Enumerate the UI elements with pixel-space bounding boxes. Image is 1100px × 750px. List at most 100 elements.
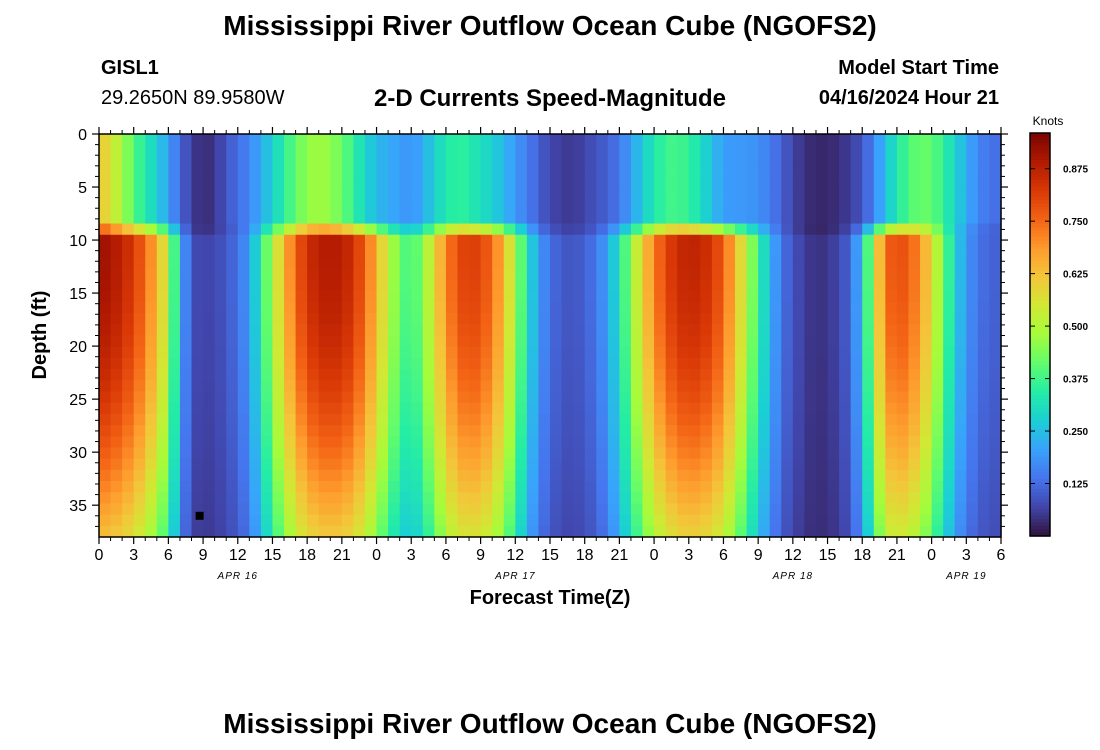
heatmap-cell <box>179 279 193 292</box>
heatmap-cell <box>839 301 852 314</box>
heatmap-cell <box>318 223 331 236</box>
heatmap-cell <box>260 145 274 157</box>
heatmap-cell <box>226 380 239 393</box>
colorbar-segment <box>1030 294 1050 299</box>
heatmap-cell <box>758 257 771 269</box>
heatmap-cell <box>654 178 667 191</box>
heatmap-cell <box>966 301 979 314</box>
heatmap-cell <box>781 503 794 516</box>
heatmap-cell <box>353 234 366 247</box>
heatmap-cell <box>677 189 690 202</box>
heatmap-cell <box>804 201 817 213</box>
heatmap-cell <box>145 201 158 213</box>
heatmap-cell <box>203 145 216 157</box>
heatmap-cell <box>792 301 806 314</box>
heatmap-cell <box>758 313 771 325</box>
heatmap-cell <box>561 514 574 527</box>
heatmap-cell <box>804 212 817 225</box>
colorbar-segment <box>1030 146 1050 151</box>
heatmap-cell <box>862 167 875 180</box>
heatmap-cell <box>827 145 840 157</box>
heatmap-cell <box>422 290 435 303</box>
heatmap-cell <box>503 178 516 191</box>
heatmap-cell <box>954 189 967 202</box>
heatmap-cell <box>168 369 181 381</box>
heatmap-cell <box>931 145 944 157</box>
heatmap-cell <box>746 369 759 381</box>
heatmap-cell <box>943 335 956 348</box>
heatmap-cell <box>376 156 389 169</box>
heatmap-cell <box>399 313 412 325</box>
heatmap-cell <box>758 178 771 191</box>
heatmap-cell <box>434 514 447 527</box>
heatmap-cell <box>249 514 262 527</box>
heatmap-cell <box>561 369 574 381</box>
heatmap-cell <box>376 245 389 258</box>
heatmap-cell <box>630 167 644 180</box>
heatmap-cell <box>515 402 528 415</box>
heatmap-cell <box>723 346 736 359</box>
heatmap-cell <box>769 257 782 269</box>
heatmap-cell <box>99 357 112 370</box>
heatmap-cell <box>422 245 435 258</box>
heatmap-cell <box>758 391 771 404</box>
heatmap-cell <box>503 369 516 381</box>
heatmap-cell <box>284 257 297 269</box>
heatmap-cell <box>665 156 678 169</box>
heatmap-cell <box>388 134 401 146</box>
heatmap-cell <box>145 447 158 460</box>
heatmap-cell <box>700 369 713 381</box>
heatmap-cell <box>711 380 725 393</box>
heatmap-cell <box>723 167 736 180</box>
heatmap-cell <box>538 425 551 437</box>
heatmap-cell <box>318 525 331 538</box>
heatmap-cell <box>341 369 355 381</box>
heatmap-cell <box>746 402 759 415</box>
heatmap-cell <box>538 279 551 292</box>
heatmap-cell <box>353 245 366 258</box>
heatmap-cell <box>607 268 620 281</box>
heatmap-cell <box>584 413 597 426</box>
heatmap-cell <box>191 134 204 146</box>
heatmap-cell <box>781 346 794 359</box>
heatmap-cell <box>145 290 158 303</box>
colorbar-tick-label: 0.500 <box>1063 322 1088 333</box>
heatmap-cell <box>237 514 250 527</box>
heatmap-cell <box>492 145 505 157</box>
heatmap-cell <box>249 234 262 247</box>
heatmap-cell <box>133 189 146 202</box>
heatmap-cell <box>122 391 135 404</box>
heatmap-cell <box>619 313 632 325</box>
heatmap-cell <box>526 458 540 471</box>
heatmap-cell <box>677 178 690 191</box>
heatmap-cell <box>862 492 875 505</box>
heatmap-cell <box>550 201 563 213</box>
heatmap-cell <box>156 234 169 247</box>
heatmap-cell <box>781 402 794 415</box>
heatmap-cell <box>596 469 609 482</box>
heatmap-cell <box>977 313 991 325</box>
heatmap-cell <box>272 279 285 292</box>
heatmap-cell <box>445 134 459 146</box>
heatmap-cell <box>411 324 424 337</box>
heatmap-cell <box>815 145 829 157</box>
heatmap-cell <box>896 357 910 370</box>
heatmap-cell <box>723 447 736 460</box>
heatmap-cell <box>665 134 678 146</box>
heatmap-cell <box>480 380 493 393</box>
heatmap-cell <box>411 369 424 381</box>
heatmap-cell <box>168 425 181 437</box>
heatmap-cell <box>804 469 817 482</box>
heatmap-cell <box>503 145 516 157</box>
heatmap-cell <box>284 335 297 348</box>
heatmap-cell <box>203 167 216 180</box>
colorbar-segment <box>1030 263 1050 268</box>
heatmap-cell <box>538 380 551 393</box>
heatmap-cell <box>954 436 967 449</box>
heatmap-cell <box>977 201 991 213</box>
heatmap-cell <box>862 257 875 269</box>
heatmap-cell <box>896 324 910 337</box>
x-tick-label: 21 <box>333 547 351 564</box>
heatmap-cell <box>203 514 216 527</box>
heatmap-cell <box>399 525 412 538</box>
